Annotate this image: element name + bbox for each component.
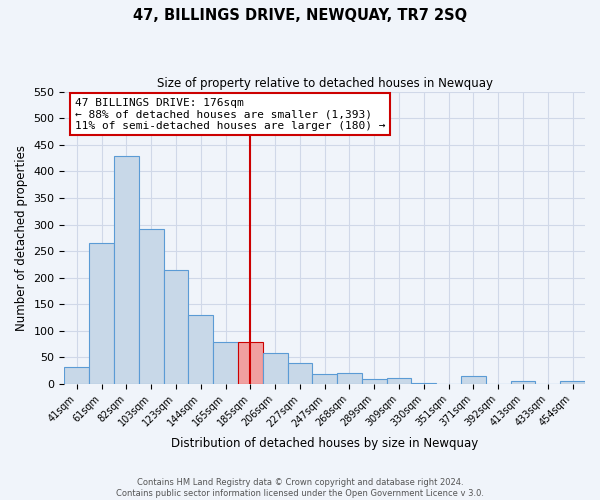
- Bar: [560, 382, 585, 384]
- Bar: [313, 374, 337, 384]
- Bar: [139, 230, 164, 384]
- Y-axis label: Number of detached properties: Number of detached properties: [15, 145, 28, 331]
- X-axis label: Distribution of detached houses by size in Newquay: Distribution of detached houses by size …: [171, 437, 478, 450]
- Bar: [114, 156, 139, 384]
- Bar: [263, 352, 287, 384]
- Bar: [287, 362, 313, 384]
- Bar: [412, 383, 436, 384]
- Bar: [188, 315, 213, 384]
- Bar: [164, 270, 188, 384]
- Title: Size of property relative to detached houses in Newquay: Size of property relative to detached ho…: [157, 78, 493, 90]
- Bar: [64, 367, 89, 384]
- Bar: [362, 378, 386, 384]
- Bar: [238, 342, 263, 384]
- Bar: [337, 374, 362, 384]
- Text: 47, BILLINGS DRIVE, NEWQUAY, TR7 2SQ: 47, BILLINGS DRIVE, NEWQUAY, TR7 2SQ: [133, 8, 467, 22]
- Text: Contains HM Land Registry data © Crown copyright and database right 2024.
Contai: Contains HM Land Registry data © Crown c…: [116, 478, 484, 498]
- Bar: [89, 243, 114, 384]
- Bar: [461, 376, 486, 384]
- Bar: [213, 342, 238, 384]
- Bar: [386, 378, 412, 384]
- Bar: [511, 382, 535, 384]
- Text: 47 BILLINGS DRIVE: 176sqm
← 88% of detached houses are smaller (1,393)
11% of se: 47 BILLINGS DRIVE: 176sqm ← 88% of detac…: [75, 98, 385, 130]
